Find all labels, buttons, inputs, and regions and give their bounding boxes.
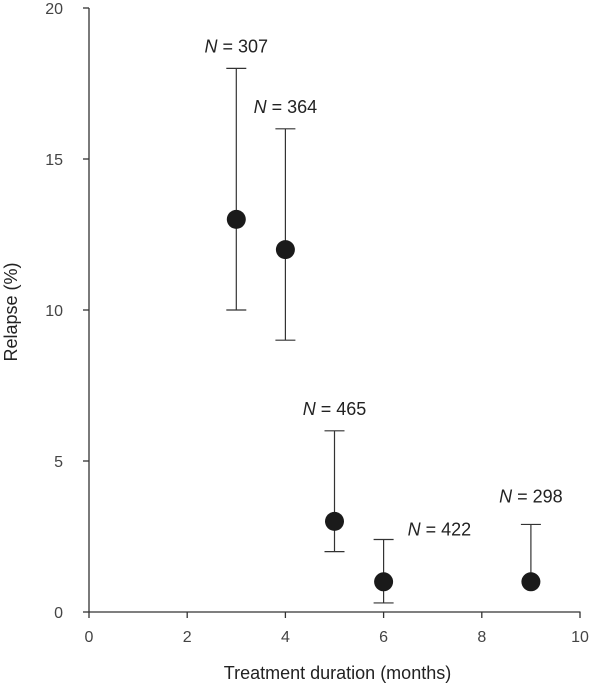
y-axis-ticks: 0 5 10 15 20: [45, 1, 89, 622]
data-point-group: N = 465: [303, 399, 367, 553]
y-axis-title: Relapse (%): [1, 262, 21, 361]
y-tick-label: 0: [54, 605, 63, 622]
data-point-group: N = 422: [373, 520, 472, 604]
x-tick-label: 2: [183, 629, 192, 646]
sample-size-label: N = 298: [499, 486, 563, 506]
sample-size-label: N = 422: [408, 520, 472, 540]
data-point-group: N = 307: [205, 36, 269, 311]
x-tick-label: 0: [85, 629, 94, 646]
y-tick-label: 10: [45, 303, 63, 320]
y-tick-label: 5: [54, 454, 63, 471]
data-point-marker: [226, 209, 246, 229]
y-tick-label: 15: [45, 152, 63, 169]
x-tick-label: 6: [379, 629, 388, 646]
data-point-group: N = 364: [254, 97, 318, 341]
sample-size-label: N = 307: [205, 36, 269, 56]
y-tick-label: 20: [45, 1, 63, 18]
data-point-marker: [275, 240, 295, 260]
sample-size-label: N = 364: [254, 97, 318, 117]
data-point-marker: [374, 572, 394, 592]
x-axis-ticks: 0 2 4 6 8 10: [85, 612, 589, 646]
x-tick-label: 4: [281, 629, 290, 646]
sample-size-label: N = 465: [303, 399, 367, 419]
x-tick-label: 10: [571, 629, 589, 646]
data-points: N = 307 N = 364 N = 465 N = 422 N = 298: [205, 36, 563, 604]
data-point-marker: [521, 572, 541, 592]
x-axis-title: Treatment duration (months): [224, 663, 451, 683]
data-point-group: N = 298: [499, 486, 563, 592]
x-tick-label: 8: [477, 629, 486, 646]
data-point-marker: [325, 511, 344, 531]
